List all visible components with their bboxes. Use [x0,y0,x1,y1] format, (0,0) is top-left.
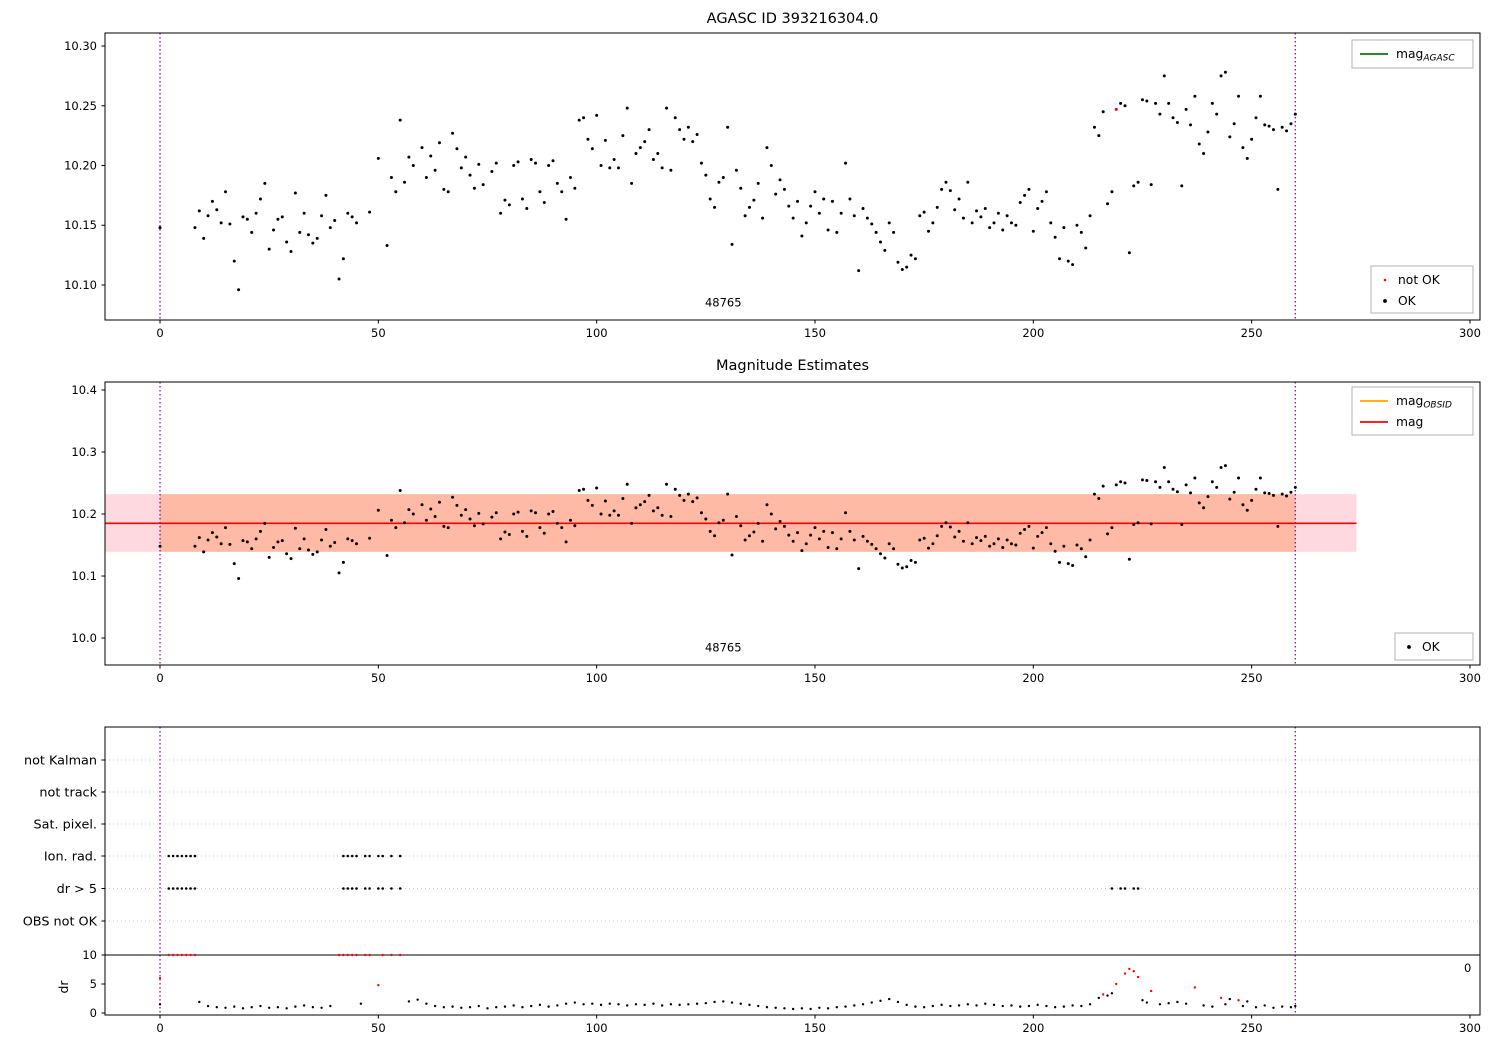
svg-text:150: 150 [804,326,826,340]
svg-text:10.15: 10.15 [64,218,97,232]
svg-text:5: 5 [90,977,97,991]
svg-text:10.10: 10.10 [64,278,97,292]
top-panel-title: AGASC ID 393216304.0 [706,11,879,27]
svg-text:300: 300 [1459,1021,1481,1035]
svg-text:250: 250 [1241,326,1263,340]
svg-text:50: 50 [371,671,386,685]
svg-text:200: 200 [1022,671,1044,685]
svg-text:50: 50 [371,326,386,340]
svg-text:0: 0 [156,1021,163,1035]
svg-text:100: 100 [586,1021,608,1035]
svg-text:Ion. rad.: Ion. rad. [44,850,97,865]
svg-text:10.1: 10.1 [71,569,97,583]
svg-text:0: 0 [1464,961,1471,975]
middle-panel-title: Magnitude Estimates [715,358,870,374]
svg-text:300: 300 [1459,326,1481,340]
svg-text:250: 250 [1241,671,1263,685]
svg-text:150: 150 [804,1021,826,1035]
svg-text:10.25: 10.25 [64,99,97,113]
svg-text:100: 100 [586,671,608,685]
svg-text:10.4: 10.4 [71,383,97,397]
svg-text:mag: mag [1396,415,1423,429]
svg-text:250: 250 [1241,1021,1263,1035]
svg-text:200: 200 [1022,326,1044,340]
svg-text:50: 50 [371,1021,386,1035]
svg-text:10.2: 10.2 [71,507,97,521]
svg-text:OK: OK [1398,294,1417,308]
svg-text:dr > 5: dr > 5 [57,882,97,897]
svg-text:10.0: 10.0 [71,631,97,645]
svg-text:10: 10 [82,948,97,962]
svg-text:10.30: 10.30 [64,39,97,53]
svg-text:Sat. pixel.: Sat. pixel. [34,818,97,833]
svg-text:10.3: 10.3 [71,445,97,459]
svg-text:OK: OK [1422,640,1441,654]
svg-text:150: 150 [804,671,826,685]
svg-text:0: 0 [156,326,163,340]
svg-text:10.20: 10.20 [64,159,97,173]
svg-text:300: 300 [1459,671,1481,685]
svg-text:48765: 48765 [705,641,742,655]
svg-text:magAGASC: magAGASC [1396,47,1455,64]
svg-text:dr: dr [56,980,71,994]
svg-text:100: 100 [586,326,608,340]
svg-text:not Kalman: not Kalman [24,754,97,769]
svg-text:not track: not track [39,786,97,801]
svg-text:magOBSID: magOBSID [1396,394,1452,411]
svg-text:OBS not OK: OBS not OK [23,915,98,930]
svg-text:200: 200 [1022,1021,1044,1035]
svg-text:not OK: not OK [1398,273,1441,287]
svg-text:0: 0 [90,1006,97,1020]
svg-text:0: 0 [156,671,163,685]
svg-text:48765: 48765 [705,295,742,309]
